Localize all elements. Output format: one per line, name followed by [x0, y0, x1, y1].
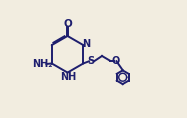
- Text: NH₂: NH₂: [33, 59, 53, 69]
- Text: O: O: [63, 19, 72, 29]
- Text: S: S: [88, 56, 95, 66]
- Text: N: N: [82, 39, 90, 49]
- Text: NH: NH: [60, 72, 76, 82]
- Text: O: O: [112, 56, 120, 66]
